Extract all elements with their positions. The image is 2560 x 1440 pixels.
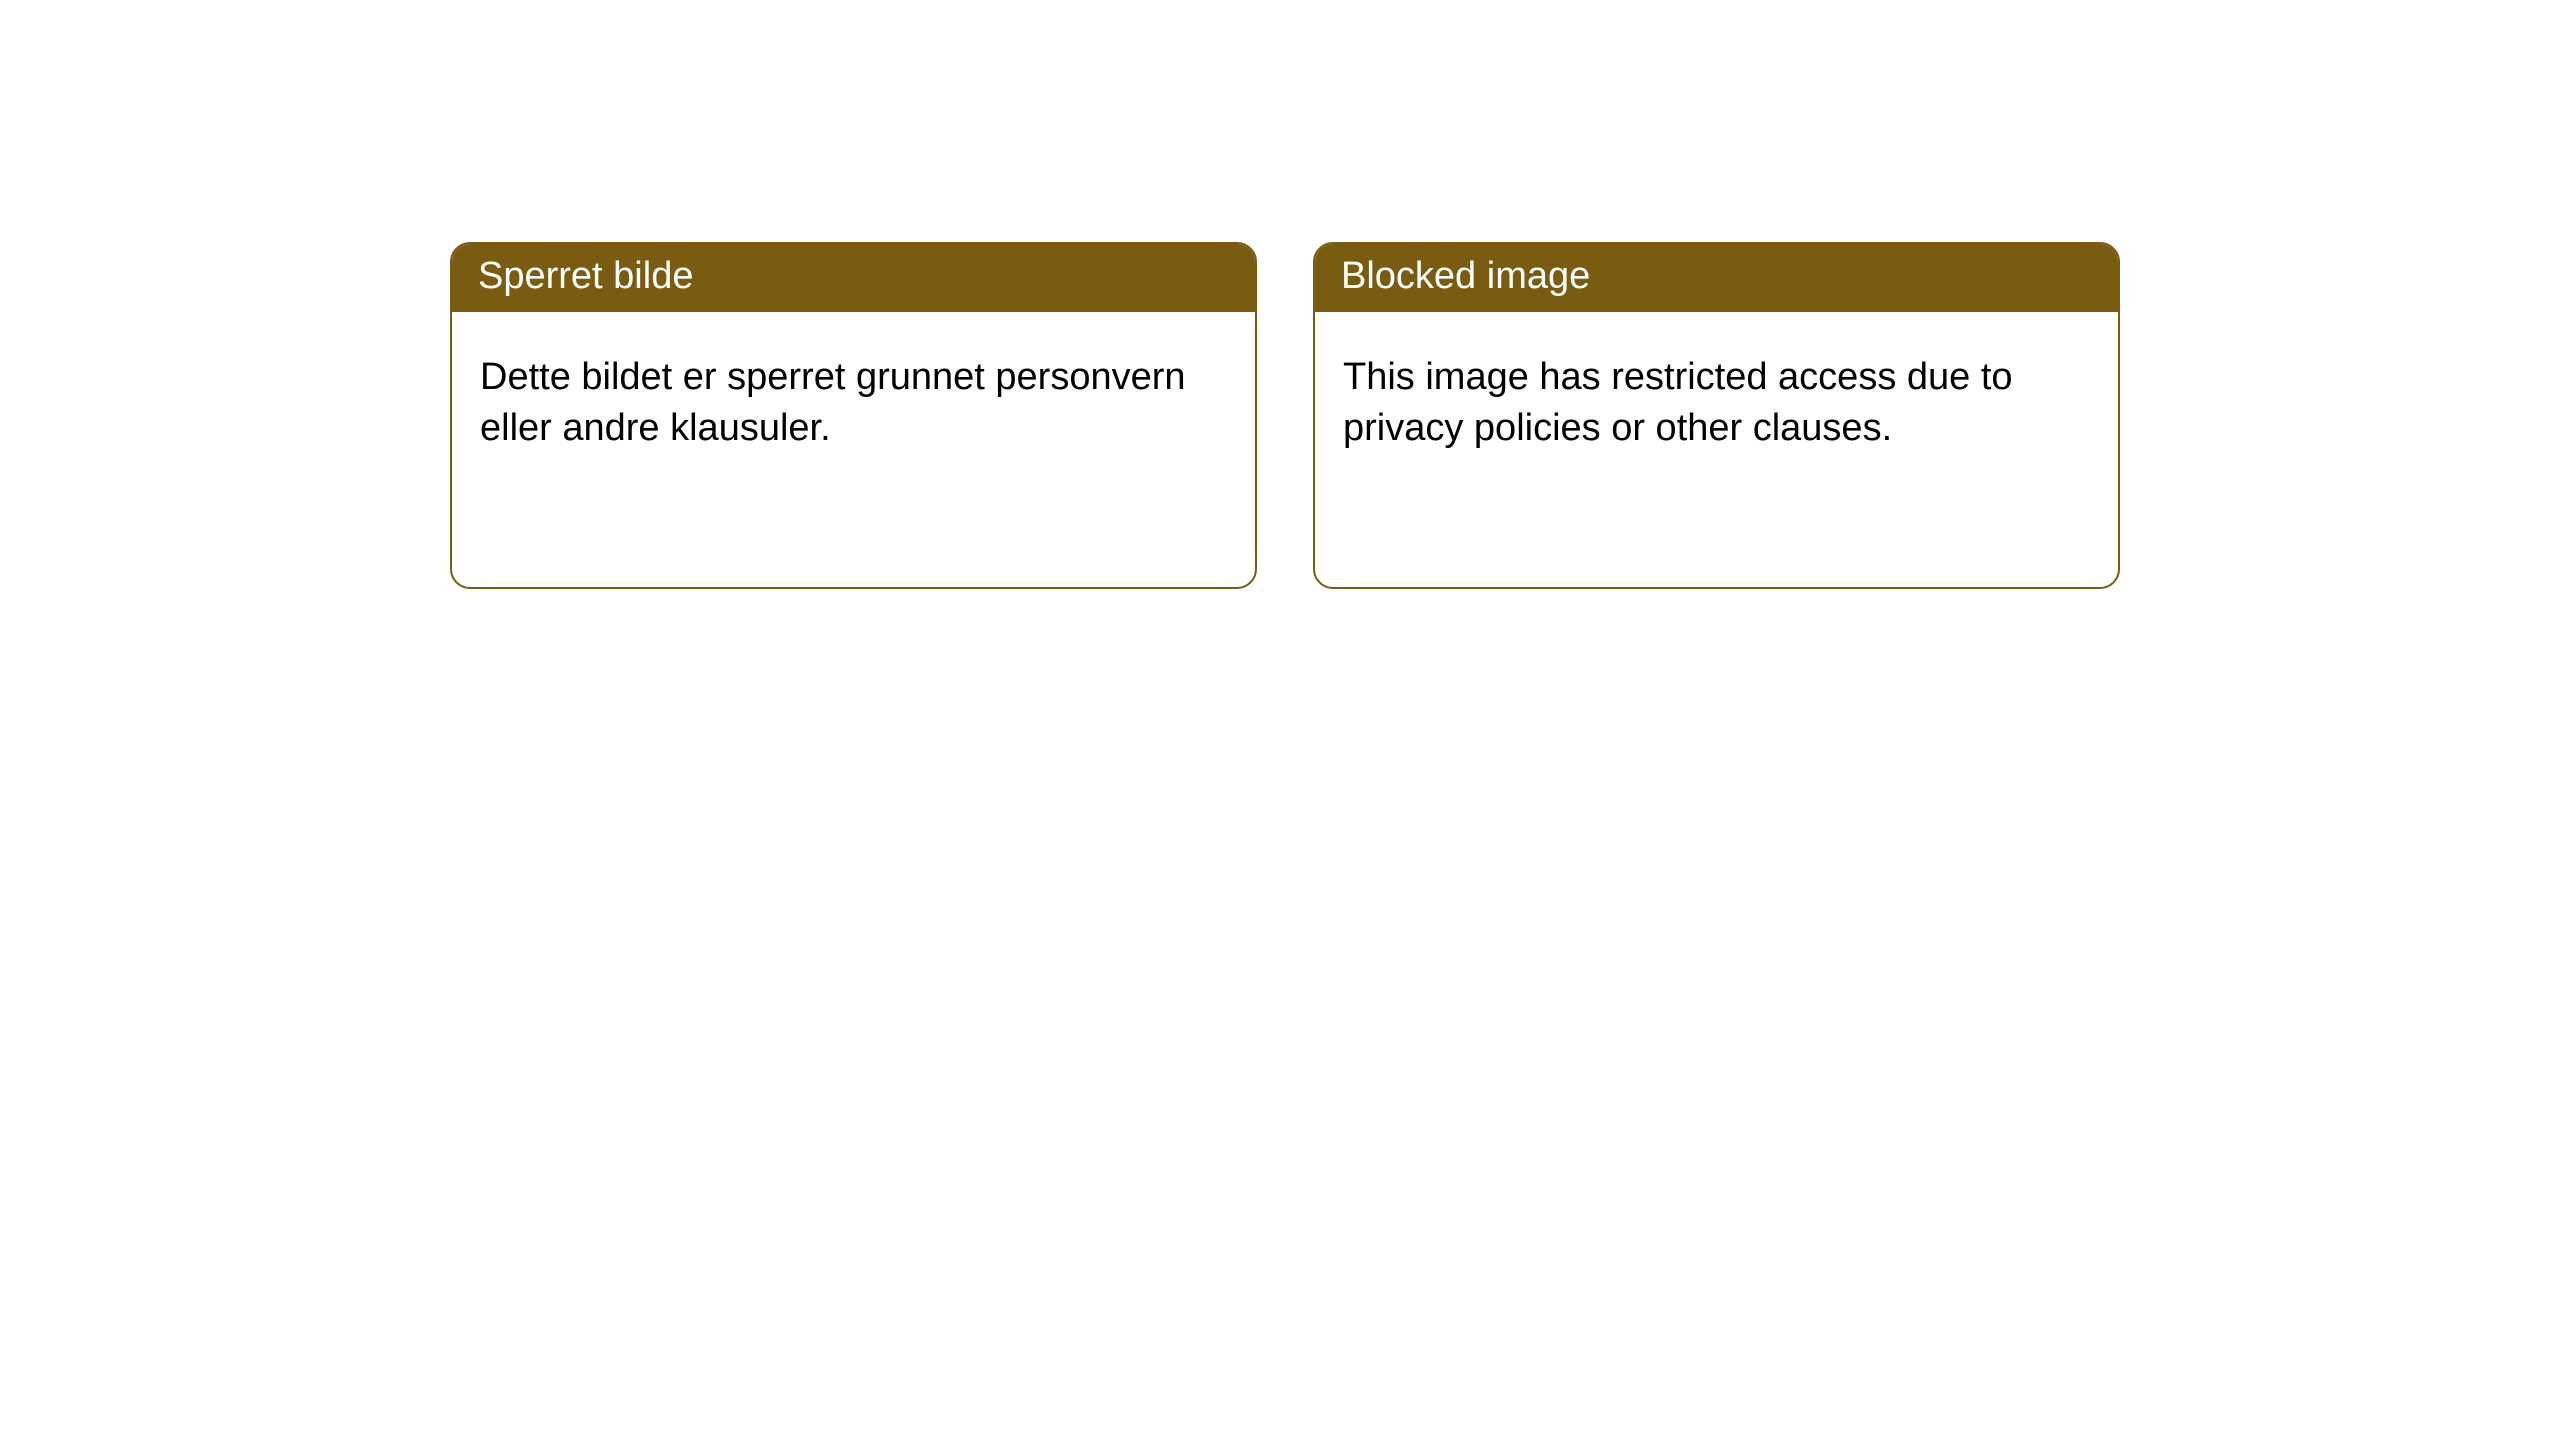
card-message: This image has restricted access due to …: [1343, 356, 2013, 449]
notice-card-norwegian: Sperret bilde Dette bildet er sperret gr…: [450, 242, 1257, 589]
card-title: Blocked image: [1341, 255, 1590, 297]
card-message: Dette bildet er sperret grunnet personve…: [480, 356, 1186, 449]
card-body: Dette bildet er sperret grunnet personve…: [452, 312, 1255, 587]
card-title: Sperret bilde: [478, 255, 693, 297]
notice-card-english: Blocked image This image has restricted …: [1313, 242, 2120, 589]
card-header: Blocked image: [1315, 244, 2118, 312]
card-header: Sperret bilde: [452, 244, 1255, 312]
card-body: This image has restricted access due to …: [1315, 312, 2118, 587]
notice-container: Sperret bilde Dette bildet er sperret gr…: [0, 0, 2560, 589]
